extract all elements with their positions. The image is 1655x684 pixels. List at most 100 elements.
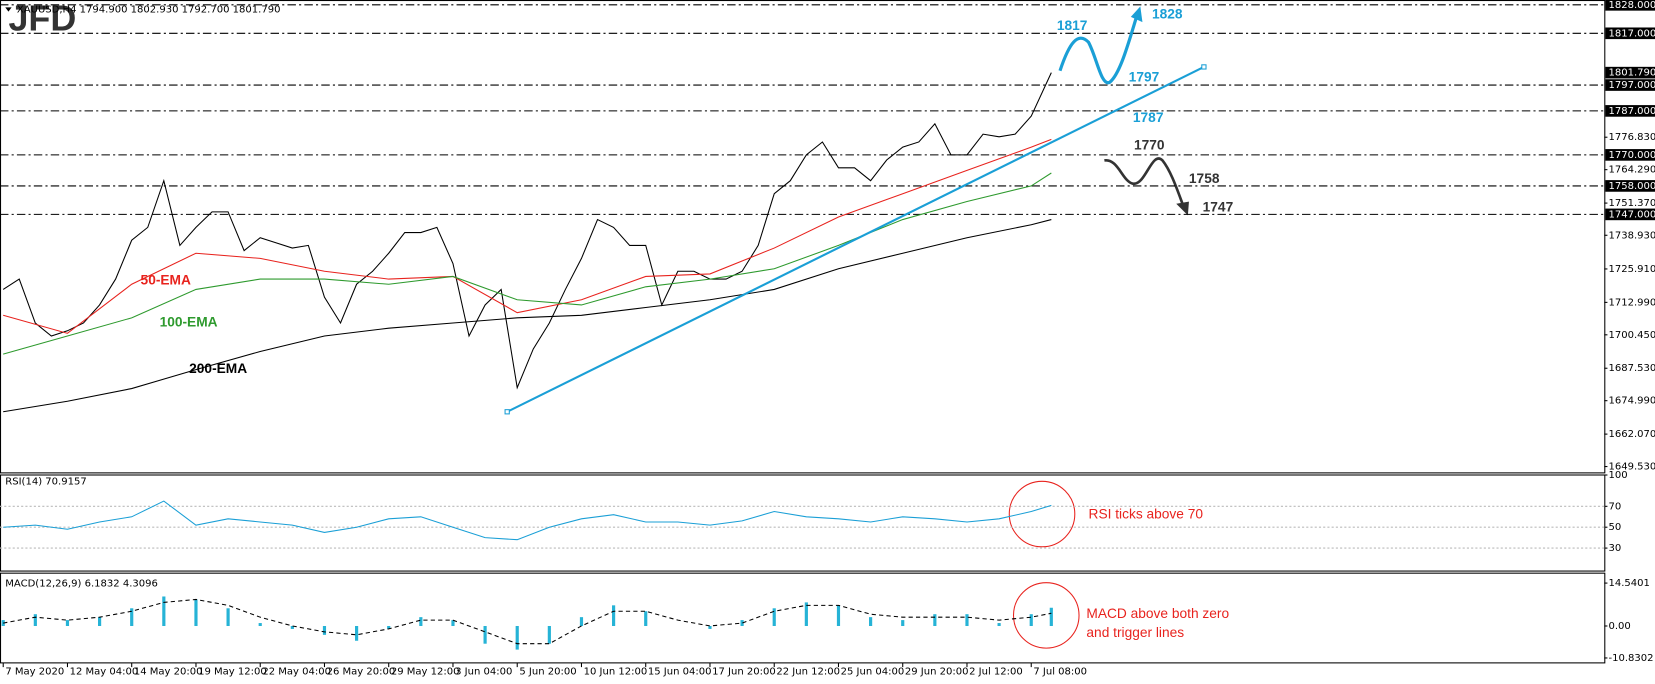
ema-label: 100-EMA	[160, 315, 218, 330]
x-tick-label: 12 May 04:00	[70, 666, 139, 677]
x-tick-label: 2 Jul 12:00	[969, 666, 1023, 677]
trendline	[506, 65, 1205, 413]
y-tick-label: 100	[1608, 470, 1627, 481]
level-tag	[1605, 79, 1655, 91]
x-tick-label: 22 Jun 12:00	[776, 666, 840, 677]
trendline-handle	[504, 409, 510, 415]
scenario-label: 1758	[1189, 171, 1220, 186]
histogram-bar	[258, 623, 262, 626]
histogram-bar	[322, 625, 327, 635]
price-label: 1801.790	[1608, 68, 1655, 79]
level-tag	[1605, 149, 1655, 161]
histogram-bar	[579, 617, 584, 626]
x-tick-label: 17 Jun 20:00	[712, 666, 776, 677]
histogram-bar	[547, 625, 551, 644]
level-label: 1758.000	[1608, 181, 1655, 192]
rsi-highlight	[1008, 480, 1076, 548]
level-label: 1747.000	[1608, 209, 1655, 220]
rsi-title: RSI(14) 70.9157	[5, 476, 86, 487]
macd-title: MACD(12,26,9) 6.1832 4.3096	[5, 579, 158, 590]
watermark: JFD	[8, 0, 76, 39]
histogram-bar	[355, 625, 359, 641]
chart-title: XAUUSD,H4 1794.900 1802.930 1792.700 180…	[17, 5, 281, 16]
y-tick-label: 1662.070	[1608, 429, 1655, 440]
series-line	[3, 219, 1052, 413]
price-line	[2, 72, 1052, 390]
macd-note: and trigger lines	[1086, 625, 1184, 640]
x-tick-label: 5 Jun 20:00	[519, 666, 576, 677]
y-tick-label: 1776.830	[1608, 132, 1655, 143]
y-tick-label: 1674.990	[1608, 396, 1655, 407]
x-tick-label: 7 May 2020	[5, 666, 64, 677]
x-tick-label: 19 May 12:00	[198, 666, 267, 677]
series-line	[3, 500, 1052, 541]
histogram-bar	[612, 605, 616, 626]
trendline-handle	[1201, 64, 1207, 70]
histogram-bar	[162, 596, 166, 626]
histogram-bar	[130, 608, 134, 626]
histogram-bar	[98, 617, 102, 626]
level-tag	[1605, 0, 1655, 11]
macd-panel	[0, 572, 1606, 664]
series-line	[3, 172, 1052, 355]
scenario-label: 1787	[1133, 110, 1164, 125]
scenario-label: 1747	[1203, 200, 1234, 215]
x-tick-label: 7 Jul 08:00	[1033, 666, 1087, 677]
bull-arrowhead	[1130, 6, 1143, 23]
level-label: 1770.000	[1608, 150, 1655, 161]
menu-icon	[5, 7, 12, 12]
y-tick-label: 70	[1608, 501, 1621, 512]
histogram-bar	[965, 614, 969, 626]
histogram-bar	[869, 617, 873, 626]
ema-label: 200-EMA	[189, 361, 247, 376]
histogram-bar	[740, 620, 744, 626]
scenario-label: 1828	[1152, 6, 1183, 21]
histogram-bar	[387, 625, 391, 629]
y-tick-label: 0.00	[1608, 621, 1630, 632]
histogram-bar	[226, 608, 230, 626]
price-tag	[1605, 66, 1655, 79]
y-tick-label: 1712.990	[1608, 297, 1655, 308]
histogram-bar	[804, 602, 808, 626]
x-tick-label: 29 May 12:00	[391, 666, 460, 677]
x-tick-label: 22 May 04:00	[262, 666, 331, 677]
y-tick-label: 1751.370	[1608, 198, 1655, 209]
level-label: 1797.000	[1608, 80, 1655, 91]
macd-highlight	[1012, 582, 1080, 649]
level-tag	[1605, 208, 1655, 221]
series-line	[3, 138, 1052, 334]
rsi-panel	[0, 474, 1606, 572]
ema-label: 50-EMA	[141, 272, 191, 287]
x-tick-label: 10 Jun 12:00	[584, 666, 648, 677]
x-tick-label: 15 Jun 04:00	[648, 666, 712, 677]
histogram-bar	[772, 608, 776, 626]
y-tick-label: 1687.530	[1608, 363, 1655, 374]
histogram-bar	[290, 625, 294, 629]
scenario-label: 1817	[1057, 18, 1088, 33]
histogram-bar	[194, 599, 198, 626]
y-tick-label: 1725.910	[1608, 264, 1655, 275]
y-tick-label: 1764.290	[1608, 165, 1655, 176]
histogram-bar	[65, 620, 70, 626]
bull-arrow	[1058, 14, 1139, 85]
histogram-bar	[644, 611, 648, 626]
price-panel	[0, 0, 1606, 474]
y-tick-label: 1649.530	[1608, 462, 1655, 473]
bear-arrow	[1104, 157, 1185, 208]
histogram-bar	[1049, 607, 1053, 626]
x-tick-label: 26 May 20:00	[327, 666, 396, 677]
level-tag	[1605, 27, 1655, 40]
histogram-bar	[901, 620, 905, 626]
y-tick-label: 14.5401	[1608, 578, 1649, 589]
histogram-bar	[483, 625, 487, 644]
y-tick-label: 1738.930	[1608, 230, 1655, 241]
bear-arrowhead	[1176, 201, 1189, 216]
level-label: 1817.000	[1608, 28, 1655, 39]
histogram-bar	[33, 614, 37, 626]
histogram-bar	[933, 614, 937, 626]
scenario-label: 1797	[1129, 70, 1160, 85]
x-tick-label: 3 Jun 04:00	[455, 666, 512, 677]
x-tick-label: 25 Jun 04:00	[841, 666, 905, 677]
y-tick-label: -10.8302	[1608, 653, 1653, 664]
histogram-bar	[836, 605, 841, 626]
